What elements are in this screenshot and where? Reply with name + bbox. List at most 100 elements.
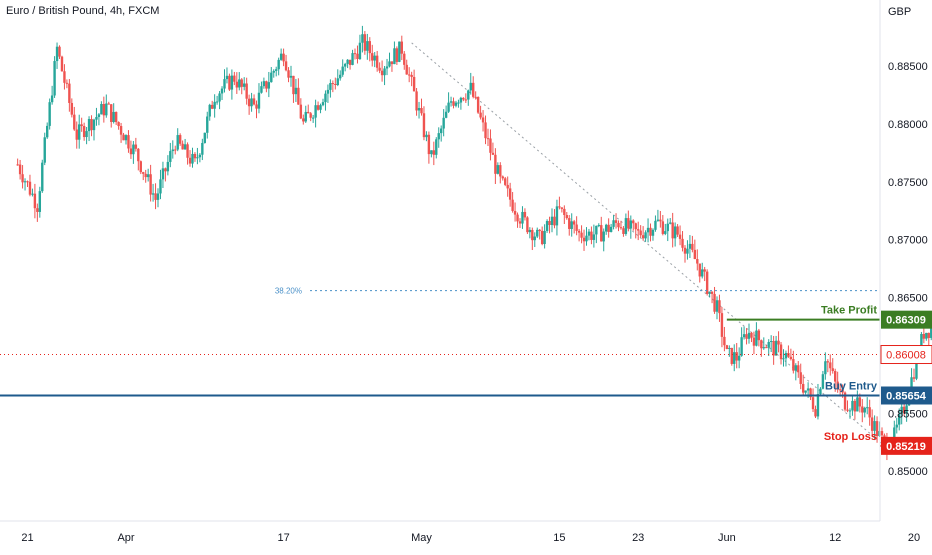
x-tick-label: Apr [117,532,134,544]
candle [324,90,327,111]
candle [787,345,790,358]
candle [351,49,354,66]
candle [585,227,588,246]
candle [577,228,581,242]
candle [230,69,234,100]
candle [80,117,83,132]
candle [912,368,916,382]
candle [412,69,416,92]
candle [848,408,852,419]
candle [686,240,689,260]
candle [444,105,448,119]
candle [536,227,539,239]
candle [821,370,825,390]
x-tick-label: 21 [21,532,33,544]
candle [595,225,598,244]
candle [169,142,172,168]
take-profit-label: Take Profit [821,305,877,317]
candle [858,393,862,413]
candle [124,134,128,145]
candle [789,348,793,361]
candle [469,72,472,95]
candle [750,331,753,343]
candle [307,104,310,114]
candle [838,383,842,397]
candle [346,59,349,69]
candle [723,326,726,352]
candle [604,223,608,235]
candle [85,126,88,145]
candle [102,96,106,123]
candle [383,65,386,86]
candle [651,228,655,241]
candle [36,203,39,222]
candle [622,226,625,237]
candle [250,92,253,112]
candle [683,245,687,263]
candle [159,169,162,200]
candle [92,118,96,141]
candle [166,155,170,176]
candle [609,223,613,233]
candle [592,224,596,248]
candle [331,80,335,93]
candle [644,230,647,242]
candle [765,345,768,349]
candle [755,322,758,347]
candle [358,34,362,60]
candle [430,150,433,158]
candle [769,335,773,353]
candle [713,286,716,314]
candle [181,140,184,150]
candle [33,183,37,219]
candle [612,215,615,230]
trendline [411,42,885,447]
fib-level-label: 38.20% [275,287,302,296]
candle [314,99,317,128]
candle [375,50,379,72]
candle [459,96,463,110]
candle [260,81,263,94]
x-tick-label: Jun [718,532,736,544]
candle [255,100,258,119]
candle [228,73,231,91]
price-axis[interactable]: GBP 0.88500 0.88000 0.87500 0.87000 0.86500 0… [879,0,928,521]
candle [156,188,160,208]
candle [149,164,152,202]
candle [572,219,576,234]
candle [779,341,783,365]
candle [294,78,298,102]
candle [60,55,64,72]
candle [23,178,27,191]
candle [183,138,187,150]
candle [624,213,628,236]
candle [319,103,322,114]
candle [481,110,485,132]
candle [777,331,780,353]
candle [435,137,438,159]
candle [836,371,839,393]
candle [659,210,662,228]
candle [46,122,49,139]
candle [105,94,108,118]
candle [309,112,312,122]
candle [257,83,261,114]
candle [196,147,199,165]
candle [297,78,300,105]
trendline-segment [411,42,885,447]
candle [403,51,406,70]
time-axis[interactable]: 21Apr17May1523Jun1220Jul [0,520,932,544]
candle [292,75,295,103]
candle [496,162,500,175]
candle [316,101,320,111]
candle [161,161,165,188]
candle [58,45,61,59]
candle [311,114,315,123]
candle [425,131,428,142]
candle [553,209,556,229]
candle [235,72,239,94]
candle [304,105,307,123]
candle [422,106,426,141]
